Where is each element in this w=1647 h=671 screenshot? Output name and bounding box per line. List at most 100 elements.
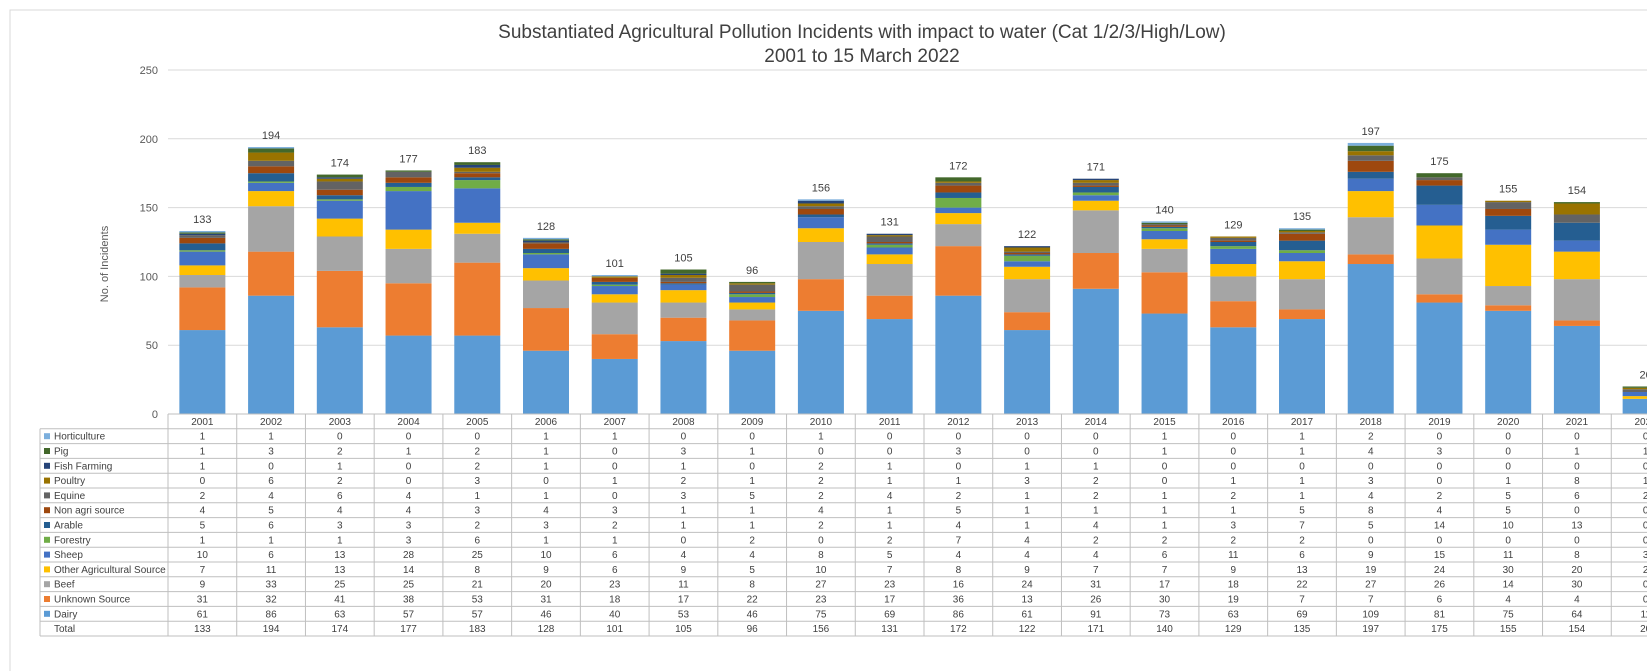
bar-segment xyxy=(316,181,363,190)
bar-segment xyxy=(591,277,638,282)
table-cell: 1 xyxy=(681,506,687,517)
table-cell: 16 xyxy=(953,580,965,591)
table-cell: 0 xyxy=(1574,506,1580,517)
bar-segment xyxy=(1004,279,1051,313)
bar-segment xyxy=(248,251,295,296)
table-cell: 0 xyxy=(1437,461,1443,472)
table-cell: 13 xyxy=(1296,565,1308,576)
table-cell: 8 xyxy=(1574,550,1580,561)
table-cell: 2 xyxy=(749,535,755,546)
bar-segment xyxy=(1072,180,1119,183)
bar-segment xyxy=(1072,195,1119,201)
bar-segment xyxy=(1553,279,1600,321)
bar-segment xyxy=(1485,215,1532,230)
bar-segment xyxy=(1141,248,1188,273)
bar-segment xyxy=(179,330,226,414)
total-data-label: 105 xyxy=(674,253,692,265)
table-cell: 0 xyxy=(1505,535,1511,546)
table-cell: 0 xyxy=(956,432,962,443)
table-cell: 155 xyxy=(1500,624,1517,635)
x-tick-label: 2013 xyxy=(1016,417,1039,428)
table-cell: 41 xyxy=(334,595,346,606)
bar-segment xyxy=(1416,185,1463,205)
table-cell: 0 xyxy=(1437,535,1443,546)
bar-segment xyxy=(1210,248,1257,265)
bar-segment xyxy=(591,358,638,414)
bar-segment xyxy=(1141,221,1188,223)
total-data-label: 129 xyxy=(1224,219,1242,231)
table-cell: 5 xyxy=(1299,506,1305,517)
table-cell: 0 xyxy=(1643,580,1647,591)
bar-segment xyxy=(729,302,776,310)
bar-segment xyxy=(1485,286,1532,306)
table-cell: 10 xyxy=(1503,521,1515,532)
bar-segment xyxy=(591,286,638,295)
bar-segment xyxy=(660,284,707,291)
table-cell: 0 xyxy=(887,432,893,443)
table-cell: 11 xyxy=(1228,550,1239,561)
bar-segment xyxy=(454,233,501,263)
legend-key xyxy=(44,581,50,588)
bar-segment xyxy=(385,283,432,336)
x-tick-label: 2006 xyxy=(535,417,558,428)
bar-segment xyxy=(660,269,707,274)
table-cell: 31 xyxy=(540,595,552,606)
bar-segment xyxy=(1279,240,1325,251)
table-cell: 0 xyxy=(1643,461,1647,472)
row-label: Fish Farming xyxy=(54,461,112,472)
bar-segment xyxy=(1553,214,1600,223)
x-tick-label: 2019 xyxy=(1428,417,1451,428)
bar-segment xyxy=(935,246,982,296)
table-cell: 3 xyxy=(1368,476,1374,487)
bar-segment xyxy=(385,335,432,414)
row-label: Sheep xyxy=(54,550,83,561)
bar-segment xyxy=(1622,396,1647,399)
table-cell: 3 xyxy=(1437,447,1443,458)
bar-segment xyxy=(1347,155,1394,161)
table-cell: 0 xyxy=(1230,432,1236,443)
table-cell: 0 xyxy=(1643,432,1647,443)
bar-segment xyxy=(1279,229,1325,231)
bar-segment xyxy=(591,281,638,285)
bar-segment xyxy=(866,242,913,244)
table-cell: 3 xyxy=(543,521,549,532)
bar-segment xyxy=(729,309,776,321)
row-label: Beef xyxy=(54,580,75,591)
legend-key xyxy=(44,462,50,469)
table-cell: 0 xyxy=(1643,595,1647,606)
bar-segment xyxy=(1072,186,1119,193)
bar-segment xyxy=(1279,228,1325,230)
bar-segment xyxy=(454,164,501,168)
table-cell: 2 xyxy=(474,461,480,472)
x-tick-label: 2017 xyxy=(1291,417,1314,428)
row-label: Unknown Source xyxy=(54,595,131,606)
table-cell: 2 xyxy=(887,535,893,546)
table-cell: 0 xyxy=(1024,432,1030,443)
table-cell: 1 xyxy=(1024,506,1030,517)
table-cell: 8 xyxy=(956,565,962,576)
bar-segment xyxy=(523,239,569,241)
table-cell: 0 xyxy=(1024,447,1030,458)
table-cell: 17 xyxy=(678,595,690,606)
table-cell: 4 xyxy=(543,506,549,517)
bar-segment xyxy=(1210,242,1257,247)
y-tick-label: 100 xyxy=(140,271,158,283)
legend-key xyxy=(44,433,50,440)
bar-segment xyxy=(729,281,776,284)
table-cell: 13 xyxy=(334,565,346,576)
bar-segment xyxy=(1347,142,1394,146)
table-cell: 4 xyxy=(1093,521,1099,532)
table-cell: 24 xyxy=(1434,565,1446,576)
bar-segment xyxy=(179,251,226,266)
table-cell: 0 xyxy=(1230,461,1236,472)
table-cell: 0 xyxy=(543,476,549,487)
bar-segment xyxy=(729,292,776,295)
table-cell: 0 xyxy=(681,432,687,443)
bar-segment xyxy=(660,283,707,285)
total-data-label: 128 xyxy=(537,221,555,233)
bar-segment xyxy=(1141,225,1188,227)
table-cell: 27 xyxy=(815,580,827,591)
bar-segment xyxy=(866,247,913,255)
bar-segment xyxy=(591,302,638,335)
bar-segment xyxy=(179,250,226,252)
